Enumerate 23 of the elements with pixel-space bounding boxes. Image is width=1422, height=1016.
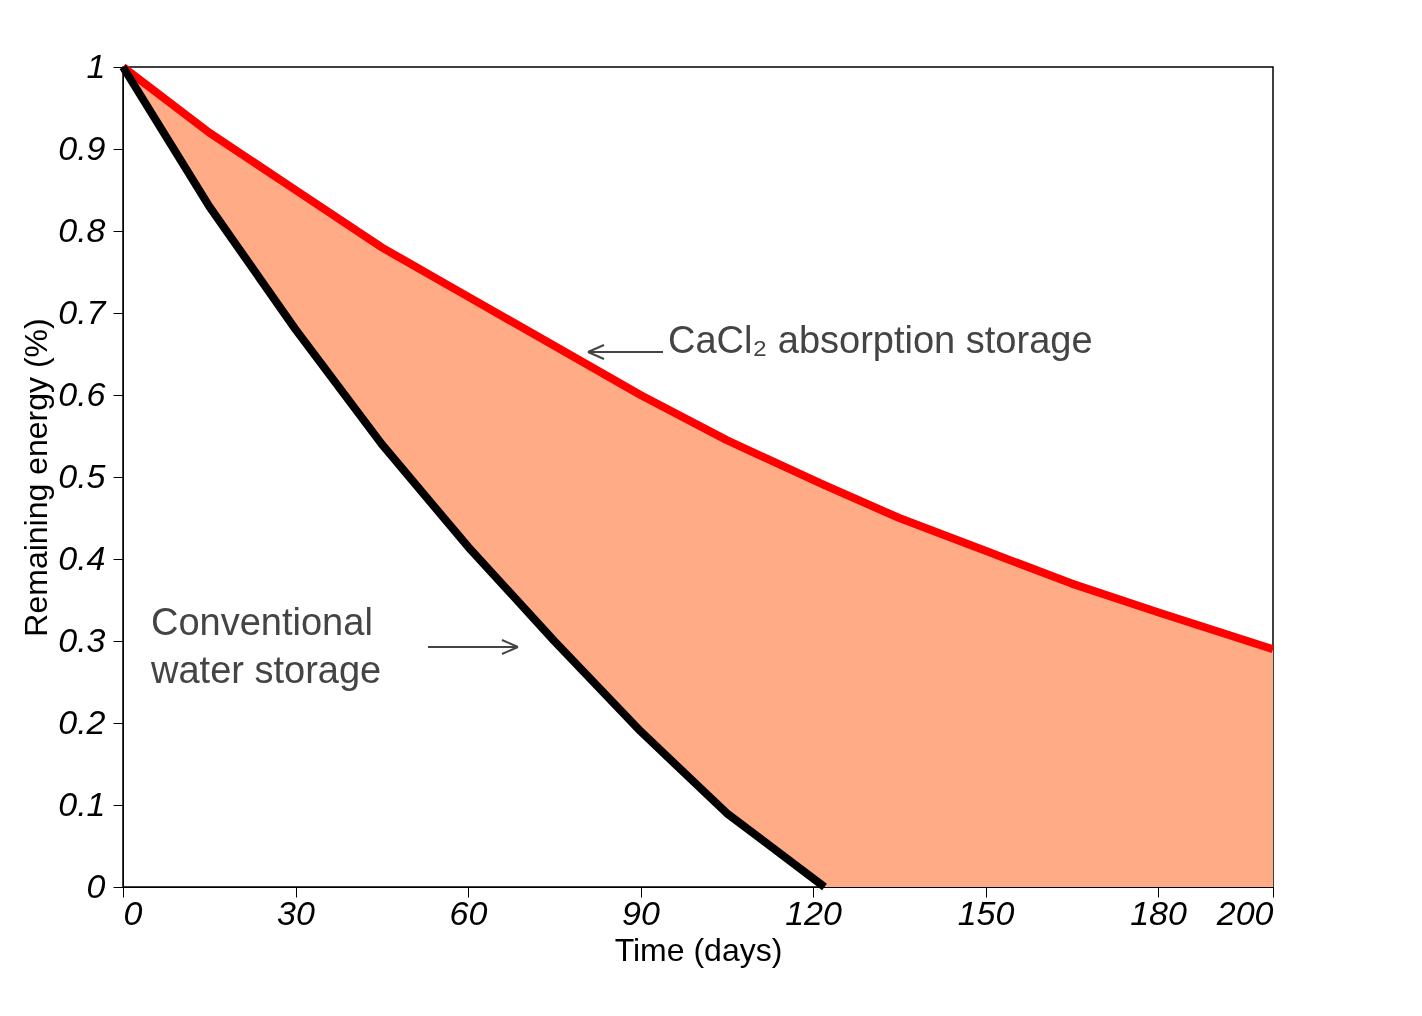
- x-tick-label: 60: [449, 893, 488, 932]
- x-tick-label: 120: [785, 893, 842, 932]
- y-tick-label: 0: [86, 866, 106, 905]
- x-tick-label: 0: [123, 893, 143, 932]
- x-tick-label: 90: [622, 893, 660, 932]
- y-tick-label: 0.3: [58, 620, 106, 659]
- annotation: CaCl₂ absorption storage: [668, 319, 1093, 361]
- y-tick-label: 0.1: [58, 784, 106, 823]
- annotation: Conventional water storage: [150, 601, 382, 691]
- y-tick-label: 0.7: [58, 292, 107, 331]
- y-tick-label: 0.4: [58, 538, 106, 577]
- x-tick-label: 30: [277, 893, 315, 932]
- y-tick-label: 0.6: [58, 374, 106, 413]
- x-tick-label: 150: [957, 893, 1015, 932]
- y-tick-label: 1: [86, 46, 106, 85]
- x-tick-label: 200: [1215, 893, 1274, 932]
- x-tick-label: 180: [1130, 893, 1187, 932]
- x-axis-title: Time (days): [614, 931, 783, 968]
- y-axis-title: Remaining energy (%): [18, 318, 55, 637]
- y-tick-label: 0.2: [58, 702, 106, 741]
- y-tick-label: 0.9: [58, 128, 106, 167]
- y-tick-label: 0.5: [58, 456, 106, 495]
- y-tick-label: 0.8: [58, 210, 106, 249]
